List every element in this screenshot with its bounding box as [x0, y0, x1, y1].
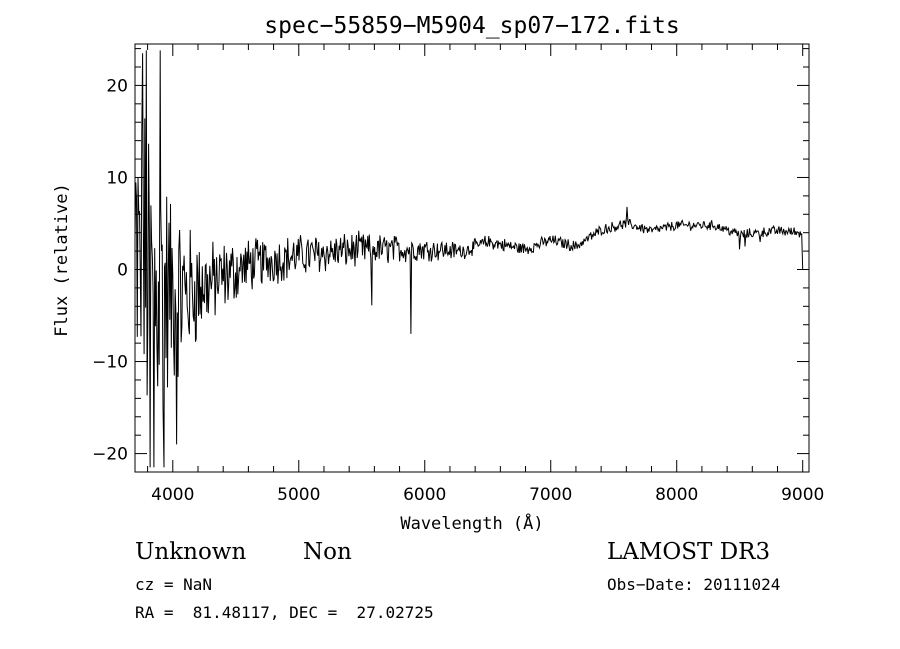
axis-ticks — [135, 44, 809, 472]
object-class: Unknown — [135, 539, 247, 565]
x-tick-label: 7000 — [529, 485, 572, 505]
x-tick-label: 8000 — [655, 485, 698, 505]
y-tick-label: 0 — [117, 261, 128, 281]
redshift-text: cz = NaN — [135, 575, 213, 594]
coordinates-text: RA = 81.48117, DEC = 27.02725 — [135, 603, 434, 622]
chart-title: spec−55859−M5904_sp07−172.fits — [264, 13, 679, 39]
survey-name: LAMOST DR3 — [607, 539, 771, 565]
plot-frame — [134, 43, 810, 473]
object-subclass: Non — [303, 539, 352, 565]
x-tick-label: 9000 — [781, 485, 824, 505]
obs-date: Obs−Date: 20111024 — [607, 575, 781, 594]
x-tick-label: 4000 — [151, 485, 194, 505]
y-tick-label: 10 — [106, 168, 128, 188]
x-tick-label: 5000 — [277, 485, 320, 505]
y-tick-label: −10 — [92, 353, 128, 373]
axis-tick-labels: 4000 5000 6000 7000 8000 9000 −20 −10 0 10 20 — [92, 76, 824, 505]
y-tick-label: −20 — [92, 445, 128, 465]
y-tick-label: 20 — [106, 76, 128, 96]
x-axis-label: Wavelength (Å) — [400, 512, 543, 534]
x-tick-label: 6000 — [403, 485, 446, 505]
y-axis-label: Flux (relative) — [52, 183, 72, 337]
spectrum-line — [134, 50, 804, 468]
